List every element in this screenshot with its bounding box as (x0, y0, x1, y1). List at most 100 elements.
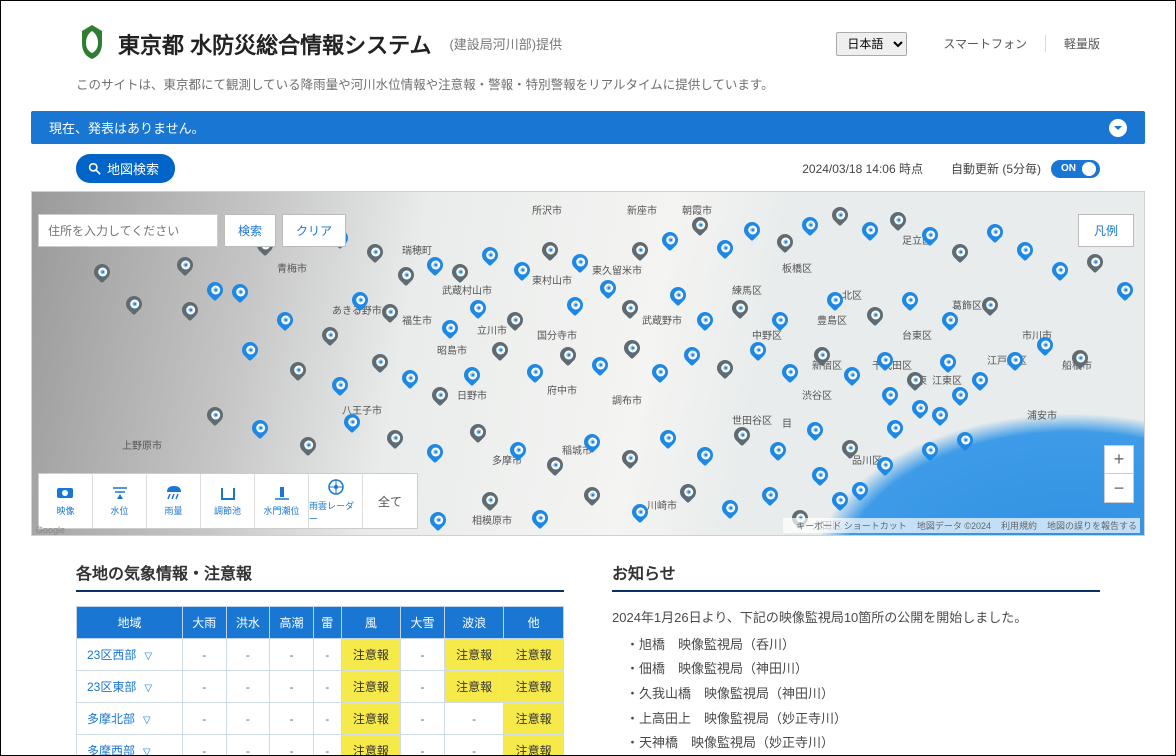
region-cell[interactable]: 多摩西部▽ (77, 735, 183, 756)
camera-marker-icon[interactable]: ◉ (367, 244, 383, 260)
camera-marker-icon[interactable]: ◉ (732, 300, 748, 316)
camera-marker-icon[interactable]: ◉ (207, 407, 223, 423)
camera-marker-icon[interactable]: ◉ (987, 224, 1003, 240)
camera-marker-icon[interactable]: ◉ (877, 352, 893, 368)
smartphone-link[interactable]: スマートフォン (925, 35, 1027, 52)
camera-marker-icon[interactable]: ◉ (352, 292, 368, 308)
camera-marker-icon[interactable]: ◉ (322, 327, 338, 343)
camera-marker-icon[interactable]: ◉ (207, 282, 223, 298)
camera-marker-icon[interactable]: ◉ (807, 422, 823, 438)
camera-marker-icon[interactable]: ◉ (722, 500, 738, 516)
camera-marker-icon[interactable]: ◉ (862, 222, 878, 238)
camera-marker-icon[interactable]: ◉ (632, 504, 648, 520)
camera-marker-icon[interactable]: ◉ (510, 442, 526, 458)
camera-marker-icon[interactable]: ◉ (907, 372, 923, 388)
camera-marker-icon[interactable]: ◉ (777, 234, 793, 250)
camera-marker-icon[interactable]: ◉ (942, 312, 958, 328)
camera-marker-icon[interactable]: ◉ (844, 367, 860, 383)
camera-marker-icon[interactable]: ◉ (832, 207, 848, 223)
camera-marker-icon[interactable]: ◉ (182, 302, 198, 318)
zoom-in-button[interactable]: + (1105, 446, 1133, 474)
camera-marker-icon[interactable]: ◉ (427, 444, 443, 460)
camera-marker-icon[interactable]: ◉ (922, 442, 938, 458)
camera-marker-icon[interactable]: ◉ (1017, 242, 1033, 258)
camera-marker-icon[interactable]: ◉ (542, 242, 558, 258)
camera-marker-icon[interactable]: ◉ (572, 254, 588, 270)
camera-marker-icon[interactable]: ◉ (1052, 262, 1068, 278)
camera-marker-icon[interactable]: ◉ (867, 307, 883, 323)
camera-marker-icon[interactable]: ◉ (734, 427, 750, 443)
camera-marker-icon[interactable]: ◉ (1007, 352, 1023, 368)
camera-marker-icon[interactable]: ◉ (252, 420, 268, 436)
camera-marker-icon[interactable]: ◉ (717, 360, 733, 376)
lightweight-link[interactable]: 軽量版 (1045, 35, 1100, 52)
camera-marker-icon[interactable]: ◉ (697, 312, 713, 328)
camera-marker-icon[interactable]: ◉ (584, 434, 600, 450)
clear-button[interactable]: クリア (282, 214, 346, 247)
camera-marker-icon[interactable]: ◉ (622, 450, 638, 466)
camera-marker-icon[interactable]: ◉ (387, 430, 403, 446)
layer-rainfall[interactable]: 雨量 (147, 474, 201, 528)
camera-marker-icon[interactable]: ◉ (382, 304, 398, 320)
camera-marker-icon[interactable]: ◉ (560, 347, 576, 363)
camera-marker-icon[interactable]: ◉ (952, 244, 968, 260)
camera-marker-icon[interactable]: ◉ (832, 492, 848, 508)
camera-marker-icon[interactable]: ◉ (592, 357, 608, 373)
camera-marker-icon[interactable]: ◉ (300, 437, 316, 453)
camera-marker-icon[interactable]: ◉ (744, 222, 760, 238)
camera-marker-icon[interactable]: ◉ (890, 212, 906, 228)
camera-marker-icon[interactable]: ◉ (94, 264, 110, 280)
region-cell[interactable]: 23区東部▽ (77, 671, 183, 703)
camera-marker-icon[interactable]: ◉ (770, 442, 786, 458)
camera-marker-icon[interactable]: ◉ (584, 487, 600, 503)
camera-marker-icon[interactable]: ◉ (332, 377, 348, 393)
layer-radar[interactable]: 雨雲レーダー (309, 474, 363, 528)
camera-marker-icon[interactable]: ◉ (442, 320, 458, 336)
camera-marker-icon[interactable]: ◉ (982, 297, 998, 313)
camera-marker-icon[interactable]: ◉ (624, 340, 640, 356)
camera-marker-icon[interactable]: ◉ (514, 262, 530, 278)
camera-marker-icon[interactable]: ◉ (912, 400, 928, 416)
camera-marker-icon[interactable]: ◉ (464, 367, 480, 383)
camera-marker-icon[interactable]: ◉ (680, 484, 696, 500)
search-button[interactable]: 検索 (224, 214, 276, 247)
camera-marker-icon[interactable]: ◉ (402, 370, 418, 386)
camera-marker-icon[interactable]: ◉ (932, 407, 948, 423)
layer-waterlevel[interactable]: 水位 (93, 474, 147, 528)
camera-marker-icon[interactable]: ◉ (802, 217, 818, 233)
camera-marker-icon[interactable]: ◉ (482, 492, 498, 508)
camera-marker-icon[interactable]: ◉ (684, 347, 700, 363)
camera-marker-icon[interactable]: ◉ (887, 420, 903, 436)
camera-marker-icon[interactable]: ◉ (482, 247, 498, 263)
map[interactable]: 所沢市新座市朝霞市青梅市瑞穂町板橋区足立区武蔵村山市東村山市東久留米市練馬区北区… (31, 191, 1145, 536)
camera-marker-icon[interactable]: ◉ (507, 312, 523, 328)
camera-marker-icon[interactable]: ◉ (126, 296, 142, 312)
camera-marker-icon[interactable]: ◉ (532, 510, 548, 526)
camera-marker-icon[interactable]: ◉ (877, 457, 893, 473)
camera-marker-icon[interactable]: ◉ (470, 300, 486, 316)
camera-marker-icon[interactable]: ◉ (812, 467, 828, 483)
camera-marker-icon[interactable]: ◉ (547, 457, 563, 473)
region-cell[interactable]: 23区西部▽ (77, 639, 183, 671)
camera-marker-icon[interactable]: ◉ (344, 414, 360, 430)
camera-marker-icon[interactable]: ◉ (782, 364, 798, 380)
camera-marker-icon[interactable]: ◉ (952, 387, 968, 403)
camera-marker-icon[interactable]: ◉ (972, 372, 988, 388)
camera-marker-icon[interactable]: ◉ (1087, 254, 1103, 270)
camera-marker-icon[interactable]: ◉ (492, 342, 508, 358)
camera-marker-icon[interactable]: ◉ (697, 447, 713, 463)
camera-marker-icon[interactable]: ◉ (902, 292, 918, 308)
camera-marker-icon[interactable]: ◉ (1037, 337, 1053, 353)
address-input[interactable] (38, 214, 218, 247)
camera-marker-icon[interactable]: ◉ (398, 267, 414, 283)
camera-marker-icon[interactable]: ◉ (940, 354, 956, 370)
camera-marker-icon[interactable]: ◉ (842, 440, 858, 456)
camera-marker-icon[interactable]: ◉ (242, 342, 258, 358)
camera-marker-icon[interactable]: ◉ (827, 292, 843, 308)
notice-bar[interactable]: 現在、発表はありません。 (31, 111, 1145, 144)
camera-marker-icon[interactable]: ◉ (957, 432, 973, 448)
camera-marker-icon[interactable]: ◉ (1117, 282, 1133, 298)
camera-marker-icon[interactable]: ◉ (922, 227, 938, 243)
camera-marker-icon[interactable]: ◉ (852, 482, 868, 498)
camera-marker-icon[interactable]: ◉ (670, 287, 686, 303)
